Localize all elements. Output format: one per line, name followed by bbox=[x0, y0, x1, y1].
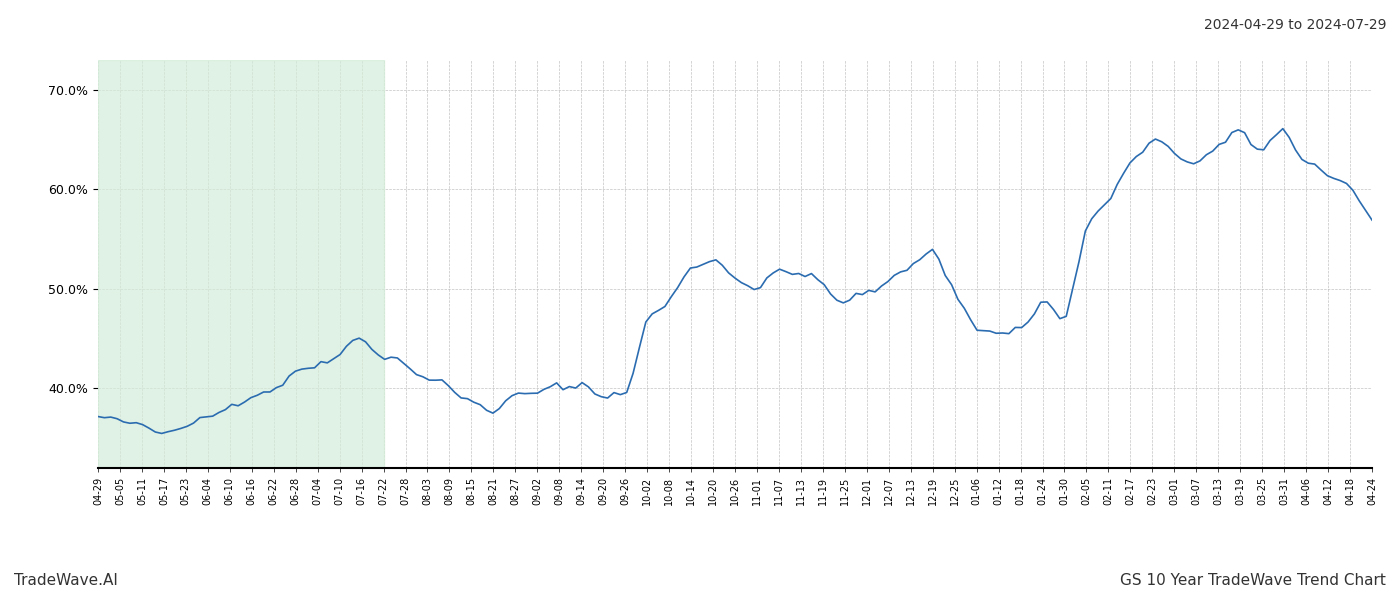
Bar bbox=[98, 60, 384, 468]
Text: 2024-04-29 to 2024-07-29: 2024-04-29 to 2024-07-29 bbox=[1204, 18, 1386, 32]
Text: GS 10 Year TradeWave Trend Chart: GS 10 Year TradeWave Trend Chart bbox=[1120, 573, 1386, 588]
Text: TradeWave.AI: TradeWave.AI bbox=[14, 573, 118, 588]
